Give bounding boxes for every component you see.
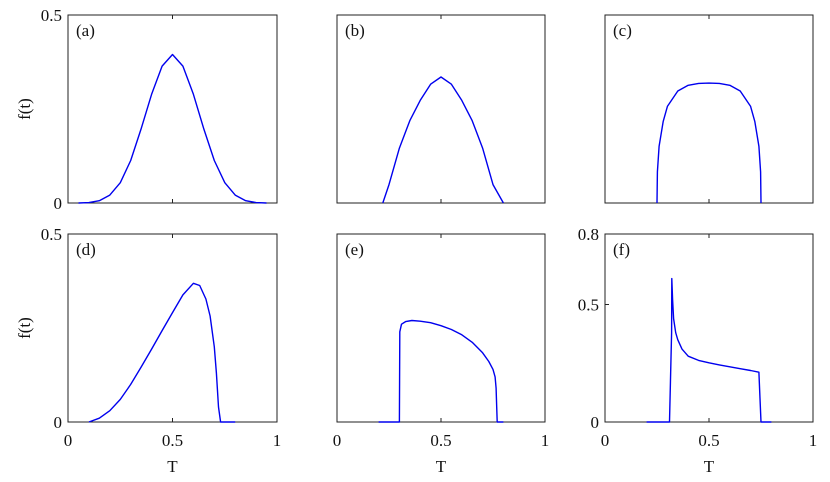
series-line bbox=[378, 319, 504, 423]
x-tick-label: 0 bbox=[333, 431, 342, 450]
y-tick-label: 0 bbox=[54, 413, 63, 432]
x-tick-label: 1 bbox=[273, 431, 282, 450]
x-axis-label: T bbox=[167, 457, 178, 476]
axes-frame bbox=[67, 233, 278, 423]
y-tick-label: 0 bbox=[54, 194, 63, 213]
x-tick-label: 0.5 bbox=[162, 431, 183, 450]
y-tick-label: 0.5 bbox=[578, 296, 599, 315]
axes-frame bbox=[67, 14, 278, 204]
panel-label: (c) bbox=[613, 21, 632, 40]
panel-4: 0 0.5 1 0 0.5 f(t) T (d) bbox=[15, 225, 281, 476]
y-axis-label: f(t) bbox=[15, 98, 34, 120]
panel-1: 0 0.5 f(t) (a) bbox=[15, 6, 278, 213]
series-line bbox=[382, 76, 505, 204]
x-tick-label: 1 bbox=[541, 431, 550, 450]
axes-frame bbox=[604, 233, 814, 423]
x-tick-label: 1 bbox=[809, 431, 818, 450]
x-axis-label: T bbox=[704, 457, 715, 476]
panel-3: (c) bbox=[604, 14, 814, 204]
series-line bbox=[78, 53, 267, 204]
y-tick-label: 0 bbox=[591, 413, 600, 432]
y-tick-label: 0.5 bbox=[41, 6, 62, 25]
x-tick-label: 0 bbox=[601, 431, 610, 450]
panel-label: (e) bbox=[345, 240, 364, 259]
panel-label: (d) bbox=[76, 240, 96, 259]
x-axis-label: T bbox=[436, 457, 447, 476]
y-axis-label: f(t) bbox=[15, 317, 34, 339]
axes-frame bbox=[336, 14, 546, 204]
series-line bbox=[88, 282, 236, 423]
panel-label: (f) bbox=[613, 240, 630, 259]
axes-frame bbox=[336, 233, 546, 423]
x-tick-label: 0.5 bbox=[698, 431, 719, 450]
panel-2: (b) bbox=[336, 14, 546, 204]
y-tick-label: 0.5 bbox=[41, 225, 62, 244]
y-tick-label: 0.8 bbox=[578, 225, 599, 244]
series-line bbox=[646, 277, 772, 423]
panel-label: (b) bbox=[345, 21, 365, 40]
panel-6: 0 0.5 1 0 0.5 0.8 T (f) bbox=[578, 225, 818, 476]
series-line bbox=[656, 82, 762, 204]
x-tick-label: 0.5 bbox=[430, 431, 451, 450]
panel-label: (a) bbox=[76, 21, 95, 40]
panel-5: 0 0.5 1 T (e) bbox=[333, 233, 550, 476]
x-tick-label: 0 bbox=[64, 431, 73, 450]
axes-frame bbox=[604, 14, 814, 204]
